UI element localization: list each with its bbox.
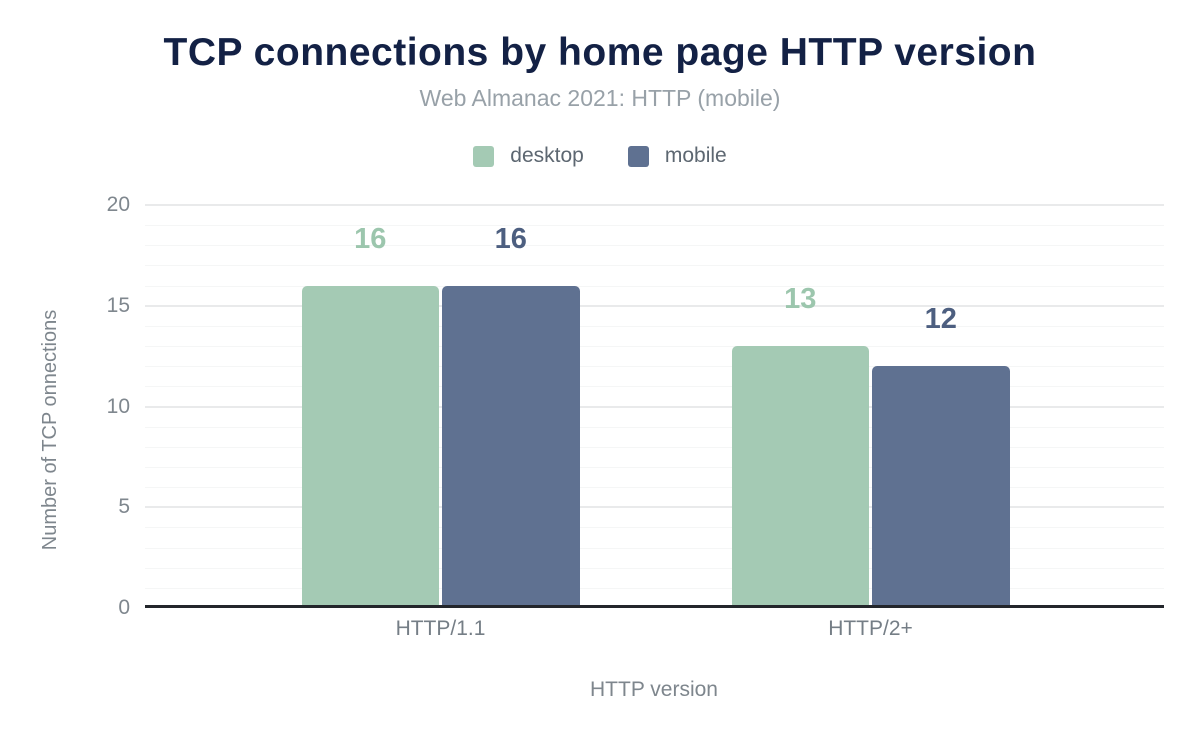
y-tick-label: 0 [118,596,130,619]
legend-item-desktop: desktop [473,144,584,168]
minor-gridline [145,346,1164,348]
x-tick-label: HTTP/1.1 [395,617,486,640]
minor-gridline [145,265,1164,267]
chart-title: TCP connections by home page HTTP versio… [163,31,1037,74]
bar-mobile-HTTP/2+[interactable] [872,366,1010,608]
minor-gridline [145,325,1164,327]
x-axis-title: HTTP version [590,678,718,701]
minor-gridline [145,426,1164,428]
minor-gridline [145,446,1164,448]
minor-gridline [145,285,1164,287]
minor-gridline [145,487,1164,489]
bar-desktop-HTTP/2+[interactable] [731,346,869,608]
major-gridline [145,506,1164,509]
legend-label: desktop [510,144,584,167]
major-gridline [145,304,1164,307]
x-tick-label: HTTP/2+ [828,617,913,640]
major-gridline [145,204,1164,206]
y-tick-label: 20 [106,193,130,216]
y-tick-label: 10 [106,394,130,418]
y-axis-title: Number of TCP onnections [39,309,61,551]
minor-gridline [145,225,1164,227]
legend-item-mobile: mobile [627,144,727,168]
minor-gridline [145,587,1164,589]
minor-gridline [145,547,1164,549]
legend-swatch-icon [473,145,495,167]
bar-value-label: 12 [924,303,957,336]
legend-swatch-icon [627,145,649,167]
major-gridline [145,405,1164,408]
y-tick-label: 15 [106,293,130,317]
bar-value-label: 13 [784,283,817,316]
minor-gridline [145,366,1164,368]
bar-value-label: 16 [354,222,387,255]
chart-subtitle: Web Almanac 2021: HTTP (mobile) [419,85,781,111]
y-tick-label: 5 [118,495,130,519]
bar-value-label: 16 [494,222,527,255]
bar-mobile-HTTP/1.1[interactable] [442,285,580,608]
minor-gridline [145,466,1164,468]
bar-desktop-HTTP/1.1[interactable] [301,285,439,608]
legend: desktop mobile [0,142,1200,170]
minor-gridline [145,567,1164,569]
legend-label: mobile [664,144,727,167]
minor-gridline [145,386,1164,388]
minor-gridline [145,527,1164,529]
minor-gridline [145,245,1164,247]
x-axis-line [145,605,1164,608]
